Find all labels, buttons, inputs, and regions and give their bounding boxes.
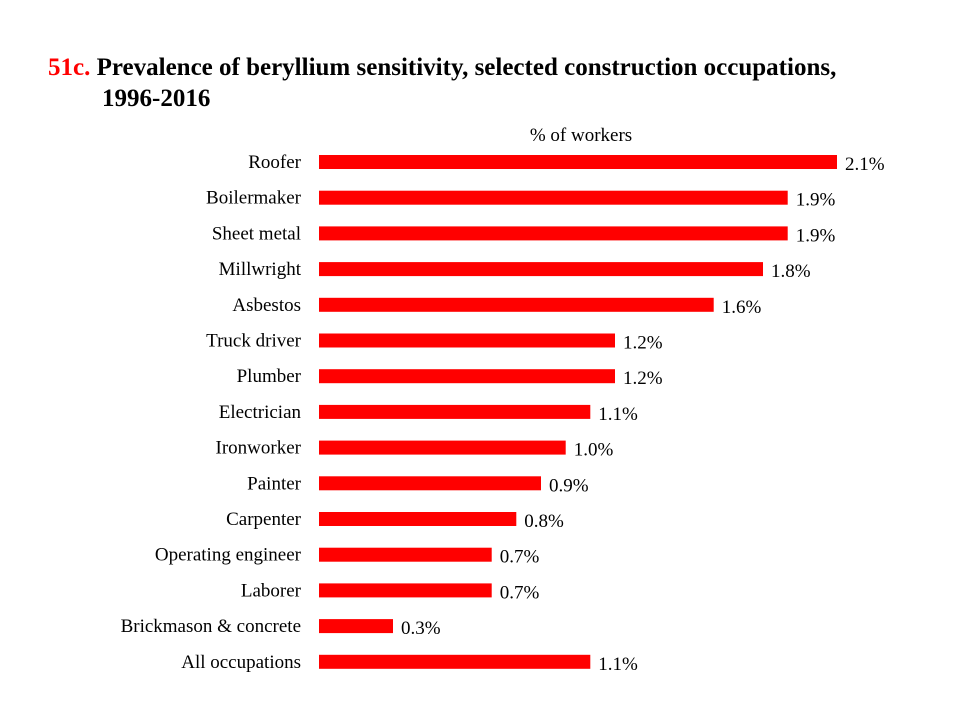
- value-label-6: 1.2%: [623, 368, 663, 389]
- bar-5: [319, 333, 615, 348]
- category-label-3: Millwright: [219, 259, 302, 280]
- value-label-0: 2.1%: [845, 154, 885, 175]
- value-label-2: 1.9%: [796, 225, 836, 246]
- category-label-1: Boilermaker: [206, 188, 302, 209]
- category-label-10: Carpenter: [226, 509, 302, 530]
- title-line-1: Prevalence of beryllium sensitivity, sel…: [96, 54, 837, 81]
- value-label-11: 0.7%: [500, 547, 540, 568]
- bar-10: [319, 512, 517, 526]
- value-label-9: 0.9%: [549, 475, 589, 496]
- value-label-1: 1.9%: [796, 190, 836, 211]
- category-labels-group: Roofer Boilermaker Sheet metal Millwright As…: [121, 152, 302, 673]
- value-label-8: 1.0%: [574, 440, 614, 461]
- bar-6: [319, 369, 615, 384]
- bar-8: [319, 440, 566, 455]
- value-label-7: 1.1%: [598, 404, 638, 425]
- value-label-12: 0.7%: [500, 582, 540, 603]
- bar-7: [319, 404, 591, 419]
- value-label-4: 1.6%: [722, 297, 762, 318]
- bar-1: [319, 190, 788, 205]
- bar-2: [319, 226, 788, 241]
- title-line-2: 1996-2016: [102, 85, 211, 112]
- category-label-13: Brickmason & concrete: [121, 616, 301, 637]
- category-label-9: Painter: [247, 473, 301, 494]
- bars-group: [319, 155, 837, 669]
- category-label-2: Sheet metal: [212, 223, 301, 244]
- value-label-14: 1.1%: [598, 654, 638, 675]
- category-label-11: Operating engineer: [155, 545, 302, 566]
- bar-13: [319, 619, 393, 634]
- bar-12: [319, 583, 492, 598]
- category-label-0: Roofer: [248, 152, 301, 173]
- bar-9: [319, 476, 541, 491]
- bar-11: [319, 547, 492, 562]
- value-labels-group: 2.1% 1.9% 1.9% 1.8% 1.6% 1.2% 1.2% 1.1% 1.0% 0.9%…: [401, 154, 885, 675]
- bar-3: [319, 262, 763, 277]
- value-label-13: 0.3%: [401, 618, 441, 639]
- category-label-14: All occupations: [181, 652, 301, 673]
- category-label-6: Plumber: [237, 366, 302, 387]
- category-label-5: Truck driver: [206, 331, 301, 352]
- figure-number: 51c.: [48, 54, 91, 81]
- bar-14: [319, 654, 591, 669]
- category-label-7: Electrician: [219, 402, 302, 423]
- chart-title: 51c. Prevalence of beryllium sensitivity…: [48, 52, 928, 114]
- category-label-4: Asbestos: [232, 295, 301, 316]
- value-label-10: 0.8%: [524, 511, 564, 532]
- value-label-5: 1.2%: [623, 333, 663, 354]
- x-axis-label: % of workers: [530, 125, 632, 146]
- bar-4: [319, 297, 714, 312]
- category-label-8: Ironworker: [216, 438, 302, 459]
- value-label-3: 1.8%: [771, 261, 811, 282]
- category-label-12: Laborer: [241, 580, 302, 601]
- bar-0: [319, 155, 837, 169]
